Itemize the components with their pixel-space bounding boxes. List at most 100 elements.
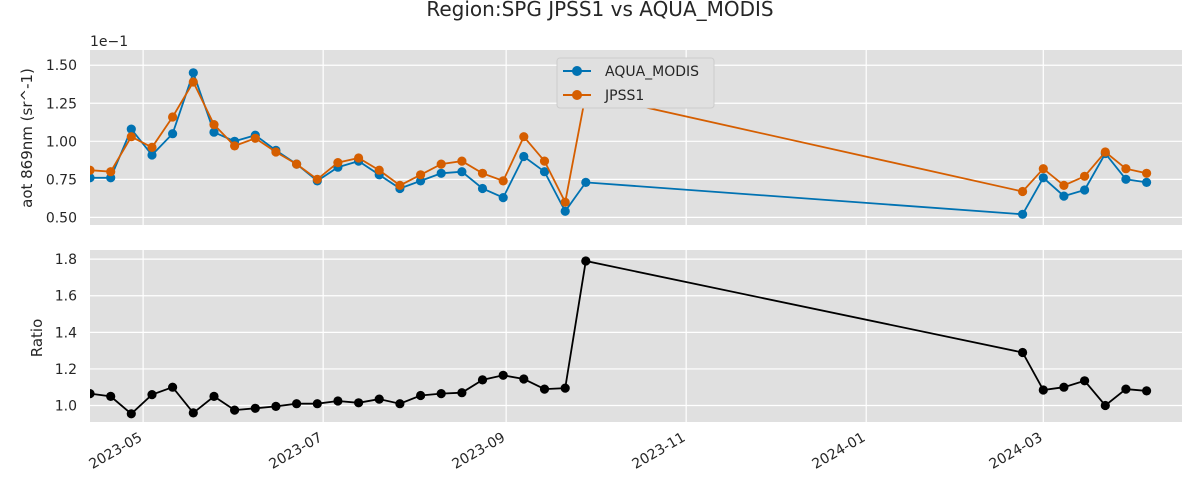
top-series-jpss1-point [230,141,240,151]
legend-marker-aqua [572,66,582,76]
ratio-series-0-point [581,256,591,266]
ratio-series-0-point [560,383,570,393]
ratio-series-0-point [333,396,343,406]
ratio-series-0-point [106,391,116,401]
ratio-series-0-point [519,374,529,384]
top-series-aqua-modis-point [519,151,529,162]
bottom-panel: 1.0 1.2 1.4 1.6 1.8 Ratio [28,250,1182,422]
top-series-jpss1-point [168,112,178,122]
top-series-aqua-modis-point [436,168,446,178]
bottom-plot-background [90,250,1182,422]
top-series-jpss1-point [498,176,508,186]
ratio-series-0-point [436,389,446,399]
top-series-jpss1-point [1142,168,1152,178]
ratio-series-0-point [498,370,508,380]
top-series-aqua-modis-point [90,173,95,183]
ratio-series-0-point [292,399,302,409]
ratio-series-0-point [230,405,240,415]
top-y-tick-label: 1.25 [46,96,77,112]
ratio-series-0-point [1100,400,1110,411]
ratio-series-0-point [271,401,281,411]
top-series-jpss1-point [333,158,343,168]
bottom-y-tick-label: 1.6 [55,289,77,305]
top-series-jpss1-point [1121,164,1131,174]
x-tick-label: 2023-11 [630,430,689,473]
top-y-ticks: 0.50 0.75 1.00 1.25 1.50 [46,58,77,226]
top-series-jpss1-point [1080,171,1090,181]
ratio-series-0-point [416,390,426,401]
top-series-jpss1-point [477,168,488,178]
top-series-jpss1-point [147,142,157,152]
top-series-aqua-modis-point [560,206,570,216]
top-series-jpss1-point [519,132,529,142]
bottom-series [90,256,1152,419]
top-series-jpss1-point [539,156,550,166]
top-series-jpss1-line [90,80,1147,205]
ratio-series-0-point [209,391,219,401]
top-series-jpss1-point [354,153,364,163]
x-tick-label: 2024-03 [987,430,1046,473]
ratio-series-0-point [477,375,488,385]
ratio-series-0-point [1080,376,1090,386]
bottom-y-tick-label: 1.2 [55,362,77,378]
top-series-jpss1-point [1038,164,1048,174]
bottom-y-tick-label: 1.8 [55,252,77,268]
ratio-series-0-point [188,408,198,418]
ratio-series-0-point [539,384,550,394]
ratio-series-0-point [250,403,260,413]
top-series-aqua-modis-point [1121,174,1131,184]
x-tick-label: 2023-09 [449,430,508,473]
top-series [90,68,1152,219]
ratio-series-0-point [1038,385,1048,395]
ratio-series-0-point [1121,384,1131,394]
x-tick-label: 2023-05 [86,430,145,473]
top-series-jpss1-point [1100,147,1110,157]
top-series-jpss1-point [106,167,116,177]
top-series-jpss1-point [209,120,219,130]
ratio-series-0-point [457,388,467,398]
top-series-aqua-modis-point [1059,191,1069,201]
top-series-jpss1-point [560,197,570,207]
chart-title: Region:SPG JPSS1 vs AQUA_MODIS [426,0,773,21]
legend: AQUA_MODIS JPSS1 [556,57,715,109]
x-ticks: 2023-05 2023-07 2023-09 2023-11 2024-01 2024-… [86,430,1045,473]
ratio-series-0-point [354,398,364,408]
legend-label-jpss1: JPSS1 [604,88,644,104]
top-series-jpss1-point [436,159,446,169]
top-y-tick-label: 1.50 [46,58,77,74]
top-series-jpss1-point [374,165,384,175]
top-series-jpss1-point [395,180,405,190]
top-series-aqua-modis-point [539,167,550,177]
bottom-y-tick-label: 1.4 [55,325,77,341]
top-series-aqua-modis-point [1080,185,1090,195]
top-y-axis-label: aot 869nm (sr^-1) [18,68,36,208]
bottom-y-ticks: 1.0 1.2 1.4 1.6 1.8 [55,252,77,414]
top-series-jpss1-point [250,133,260,143]
top-y-tick-label: 1.00 [46,134,77,150]
top-series-aqua-modis-point [147,150,157,160]
top-panel: 0.50 0.75 1.00 1.25 1.50 1e−1 aot 869nm (sr^… [18,34,1182,226]
legend-marker-jpss1 [572,90,582,100]
y-offset-text: 1e−1 [90,34,128,50]
top-series-aqua-modis-point [1038,173,1048,183]
ratio-series-0-point [395,399,405,409]
top-series-aqua-modis-point [1018,209,1028,219]
top-series-jpss1-point [271,147,281,157]
top-series-jpss1-point [416,170,426,180]
ratio-series-0-point [1142,386,1152,396]
top-series-aqua-modis-point [457,167,467,177]
ratio-series-0-point [374,394,384,404]
ratio-series-0-point [90,389,95,399]
top-series-aqua-modis-point [209,127,219,137]
top-series-aqua-modis-point [168,129,178,139]
top-series-jpss1-point [292,159,302,169]
top-series-jpss1-point [1059,180,1069,190]
bottom-y-axis-label: Ratio [28,319,46,358]
ratio-series-0-point [1059,382,1069,392]
ratio-series-0-point [312,399,322,409]
top-series-jpss1-point [457,156,467,166]
top-series-aqua-modis-point [581,177,591,187]
ratio-series-0-point [126,409,136,419]
top-series-aqua-modis-point [126,124,136,134]
